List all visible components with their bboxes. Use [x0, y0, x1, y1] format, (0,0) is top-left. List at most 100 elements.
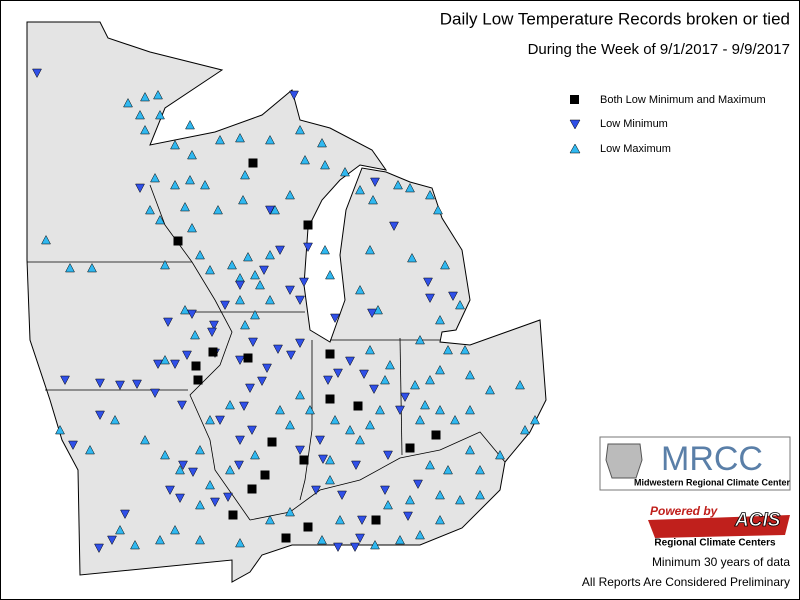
- low-maximum-marker: [240, 169, 250, 180]
- legend-label: Both Low Minimum and Maximum: [600, 94, 766, 106]
- low-maximum-marker: [225, 464, 235, 475]
- low-maximum-marker: [190, 329, 200, 340]
- low-minimum-marker: [60, 375, 70, 386]
- low-maximum-marker: [115, 524, 125, 535]
- low-minimum-marker: [318, 454, 328, 465]
- low-maximum-marker: [317, 137, 327, 148]
- low-minimum-marker: [337, 490, 347, 501]
- low-minimum-marker: [32, 68, 42, 79]
- low-maximum-marker: [123, 97, 133, 108]
- low-minimum-marker: [286, 350, 296, 361]
- low-minimum-marker: [350, 542, 360, 553]
- legend-symbol: [569, 143, 581, 154]
- low-minimum-marker: [235, 280, 245, 291]
- low-maximum-marker: [460, 344, 470, 355]
- low-maximum-marker: [520, 424, 530, 435]
- low-maximum-marker: [365, 419, 375, 430]
- low-maximum-marker: [465, 369, 475, 380]
- low-minimum-marker: [285, 285, 295, 296]
- low-minimum-marker: [120, 509, 130, 520]
- low-minimum-marker: [367, 308, 377, 319]
- low-minimum-marker: [247, 425, 257, 436]
- low-minimum-marker: [188, 467, 198, 478]
- low-maximum-marker: [530, 414, 540, 425]
- low-minimum-marker: [220, 300, 230, 311]
- low-maximum-marker: [375, 404, 385, 415]
- acis-powered-by: Powered by: [650, 504, 719, 518]
- low-maximum-marker: [250, 269, 260, 280]
- low-maximum-marker: [385, 359, 395, 370]
- low-maximum-marker: [425, 459, 435, 470]
- low-maximum-marker: [475, 489, 485, 500]
- logo-icon: [605, 443, 643, 479]
- low-minimum-marker: [423, 277, 433, 288]
- acis-name: ACIS: [734, 510, 781, 531]
- low-maximum-marker: [285, 506, 295, 517]
- low-minimum-marker: [245, 383, 255, 394]
- low-minimum-marker: [311, 485, 321, 496]
- low-minimum-marker: [273, 344, 283, 355]
- low-maximum-marker: [405, 494, 415, 505]
- land: [26, 21, 547, 583]
- low-minimum-marker: [413, 479, 423, 490]
- low-minimum-marker: [182, 350, 192, 361]
- low-maximum-marker: [415, 334, 425, 345]
- low-maximum-marker: [65, 262, 75, 273]
- low-maximum-marker: [195, 444, 205, 455]
- state-border: [399, 337, 403, 456]
- low-maximum-marker: [435, 514, 445, 525]
- low-minimum-marker: [400, 392, 410, 403]
- both-marker: [431, 430, 441, 440]
- low-maximum-marker: [325, 269, 335, 280]
- low-maximum-marker: [155, 109, 165, 120]
- low-minimum-marker: [359, 369, 369, 380]
- low-maximum-marker: [455, 494, 465, 505]
- low-minimum-marker: [370, 177, 380, 188]
- low-maximum-marker: [435, 314, 445, 325]
- low-minimum-marker: [257, 376, 267, 387]
- low-minimum-marker: [355, 533, 365, 544]
- low-maximum-marker: [485, 384, 495, 395]
- low-minimum-marker: [210, 497, 220, 508]
- low-maximum-marker: [435, 404, 445, 415]
- both-marker: [243, 353, 253, 363]
- low-maximum-marker: [335, 514, 345, 525]
- low-minimum-marker: [357, 515, 367, 526]
- low-minimum-marker: [95, 378, 105, 389]
- low-minimum-marker: [209, 320, 219, 331]
- low-maximum-marker: [170, 524, 180, 535]
- low-maximum-marker: [238, 194, 248, 205]
- low-maximum-marker: [235, 294, 245, 305]
- low-maximum-marker: [85, 444, 95, 455]
- low-maximum-marker: [320, 159, 330, 170]
- low-maximum-marker: [140, 91, 150, 102]
- low-maximum-marker: [305, 404, 315, 415]
- both-marker: [303, 522, 313, 532]
- low-minimum-marker: [235, 435, 245, 446]
- low-maximum-marker: [41, 234, 51, 245]
- low-minimum-marker: [150, 388, 160, 399]
- low-minimum-marker: [323, 375, 333, 386]
- station-markers: [32, 68, 540, 554]
- low-maximum-marker: [425, 189, 435, 200]
- low-maximum-marker: [393, 179, 403, 190]
- low-maximum-marker: [187, 222, 197, 233]
- low-minimum-marker: [132, 379, 142, 390]
- legend-label: Low Minimum: [600, 118, 668, 130]
- low-maximum-marker: [370, 539, 380, 550]
- low-maximum-marker: [355, 184, 365, 195]
- low-minimum-marker: [95, 410, 105, 421]
- state-border: [299, 340, 313, 501]
- both-marker: [228, 510, 238, 520]
- low-maximum-marker: [475, 464, 485, 475]
- low-minimum-marker: [170, 359, 180, 370]
- low-maximum-marker: [150, 172, 160, 183]
- both-marker: [193, 375, 203, 385]
- low-minimum-marker: [223, 492, 233, 503]
- low-maximum-marker: [185, 119, 195, 130]
- low-minimum-marker: [330, 313, 340, 324]
- both-marker: [260, 470, 270, 480]
- low-maximum-marker: [285, 419, 295, 430]
- both-marker: [267, 437, 277, 447]
- low-maximum-marker: [407, 252, 417, 263]
